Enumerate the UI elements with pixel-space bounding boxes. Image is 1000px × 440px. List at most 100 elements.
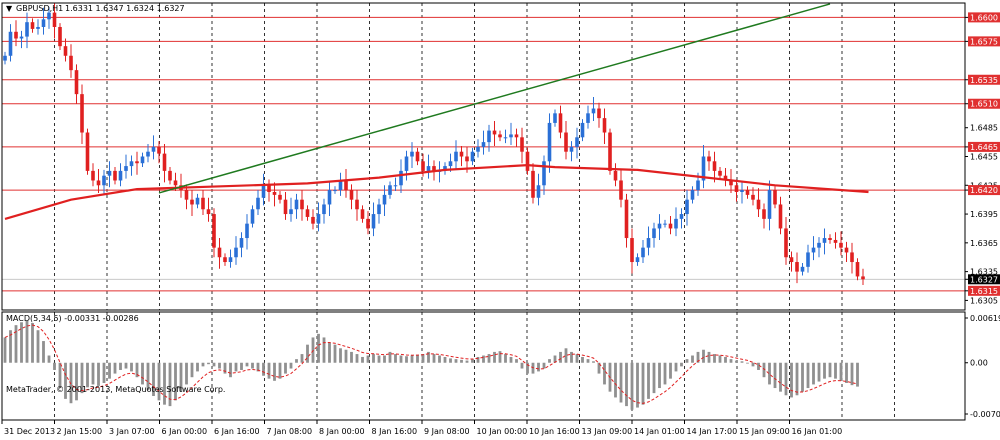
candle-bullish [657, 223, 662, 229]
candle-bearish [52, 12, 57, 27]
macd-bar [20, 322, 23, 363]
candle-bearish [839, 242, 843, 248]
candle-bearish [498, 134, 502, 138]
macd-label: MACD(5,34,5) -0.00331 -0.00286 [6, 314, 139, 323]
candle-bearish [712, 161, 717, 171]
macd-bar [42, 341, 45, 363]
macd-bar [355, 354, 359, 363]
candle-bullish [393, 185, 398, 187]
macd-bar [108, 362, 111, 379]
candle-bullish [3, 55, 7, 61]
candle-bearish [58, 26, 62, 47]
macd-bar [119, 362, 122, 370]
candle-bearish [217, 247, 222, 258]
trend-line[interactable] [158, 3, 831, 194]
macd-bar [647, 362, 650, 399]
macd-bar [542, 362, 546, 369]
candle-bearish [514, 134, 519, 138]
macd-signal-line [4, 324, 858, 404]
menu-arrow-icon[interactable]: ▼ [6, 4, 13, 13]
time-axis-label: 14 Jan 01:00 [634, 427, 685, 436]
candle-bullish [800, 266, 805, 272]
macd-bar [47, 355, 51, 363]
time-axis: 31 Dec 2013 2 Jan 15:00 3 Jan 07:00 6 Jan 0… [1, 420, 842, 436]
candle-bearish [789, 257, 794, 263]
candle-bullish [234, 247, 238, 258]
macd-bar [102, 362, 106, 383]
macd-bar [652, 362, 656, 394]
macd-bar [295, 359, 298, 363]
candle-bearish [751, 194, 755, 200]
macd-bar [339, 348, 342, 363]
macd-bar [449, 358, 452, 363]
macd-bar [509, 356, 513, 363]
macd-bar [553, 355, 557, 363]
candle-bullish [503, 137, 508, 139]
time-axis-label: 15 Jan 09:00 [739, 427, 790, 436]
macd-bar [427, 351, 430, 363]
macd-bar [630, 362, 634, 410]
candle-bearish [223, 257, 227, 263]
macd-bar [515, 359, 518, 363]
time-axis-label: 2 Jan 15:00 [57, 427, 103, 436]
macd-bar [454, 359, 458, 363]
macd-bar [696, 351, 700, 363]
price-axis-label: 1.6395 [970, 210, 998, 219]
macd-bar [207, 362, 210, 365]
candle-bullish [740, 190, 744, 192]
macd-bar [702, 349, 705, 363]
candle-bullish [261, 185, 266, 198]
candle-bearish [756, 199, 761, 210]
macd-bar [735, 360, 738, 363]
candle-bullish [102, 175, 106, 186]
candle-bearish [349, 190, 354, 200]
macd-bar [839, 362, 843, 381]
price-axis-label: 1.6485 [970, 124, 998, 133]
price-axis-label: 1.6465 [970, 143, 998, 152]
macd-bar [130, 362, 133, 372]
macd-bar [234, 362, 238, 372]
candle-bearish [63, 46, 68, 56]
candle-bullish [245, 223, 249, 239]
candle-bullish [443, 166, 447, 171]
candle-bullish [388, 185, 392, 195]
macd-bar [113, 362, 117, 374]
candle-bullish [586, 113, 590, 123]
candle-bearish [272, 191, 277, 195]
candle-bearish [415, 151, 420, 162]
macd-bar [14, 325, 18, 363]
candle-bearish [844, 247, 849, 253]
candle-bullish [129, 161, 134, 167]
macd-bar [471, 359, 474, 363]
macd-bar [806, 362, 810, 389]
candle-bearish [861, 276, 865, 280]
macd-bar [229, 362, 232, 378]
macd-bar [493, 351, 496, 363]
macd-bar [575, 354, 579, 363]
price-axis-label: 1.6327 [970, 275, 998, 284]
macd-bar [135, 362, 139, 378]
time-axis-label: 14 Jan 17:00 [687, 427, 738, 436]
candle-bearish [630, 238, 634, 263]
candle-bearish [729, 180, 733, 186]
candle-bearish [624, 199, 629, 239]
candle-bullish [635, 257, 640, 263]
candle-bearish [564, 132, 568, 152]
macd-bar [845, 362, 848, 383]
candle-bullish [239, 238, 244, 248]
candle-bearish [201, 197, 205, 210]
macd-bar [179, 362, 183, 392]
macd-axis-label: 0.00619 [970, 314, 1000, 323]
candle-bullish [124, 166, 128, 171]
macd-bar [597, 362, 601, 374]
price-axis-label: 1.6510 [970, 100, 998, 109]
candle-bearish [85, 132, 90, 171]
macd-bar [834, 362, 837, 379]
macd-bar [289, 362, 293, 369]
macd-bar [559, 351, 562, 363]
macd-bar [80, 362, 84, 394]
macd-bar [245, 362, 249, 367]
macd-bar [487, 354, 491, 363]
macd-bar [399, 355, 403, 363]
